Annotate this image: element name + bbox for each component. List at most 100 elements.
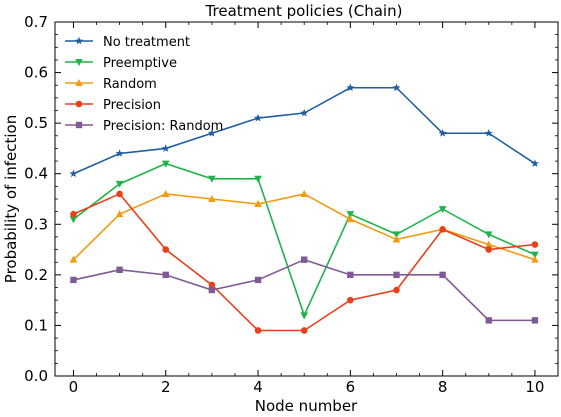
data-point-no-treatment xyxy=(300,108,309,117)
data-point-precision-random xyxy=(70,276,77,284)
y-tick-label: 0.1 xyxy=(24,316,48,334)
legend-label: No treatment xyxy=(103,35,190,50)
y-tick-label: 0.5 xyxy=(24,114,48,132)
data-point-precision-random xyxy=(254,276,262,284)
minor-ticks xyxy=(55,22,559,376)
series-no-treatment xyxy=(69,83,539,178)
major-ticks xyxy=(55,21,558,377)
data-point-preemptive xyxy=(392,231,401,239)
legend-marker xyxy=(75,121,83,129)
legend-marker xyxy=(75,79,83,86)
data-point-random xyxy=(484,240,493,248)
data-point-preemptive xyxy=(115,180,124,188)
y-axis-title: Probability of infection xyxy=(2,115,20,283)
data-point-preemptive xyxy=(484,231,493,239)
data-point-no-treatment xyxy=(530,159,539,167)
legend-item-random: Random xyxy=(65,77,157,92)
series-precision xyxy=(70,190,539,334)
data-point-precision xyxy=(162,246,170,253)
data-point-no-treatment xyxy=(392,83,401,92)
y-tick-label: 0.3 xyxy=(24,215,48,233)
data-point-preemptive xyxy=(531,251,539,259)
x-tick-label: 0 xyxy=(69,378,79,396)
x-tick-label: 2 xyxy=(161,378,171,396)
y-tick-label: 0.6 xyxy=(24,64,48,82)
data-point-precision-random xyxy=(485,317,492,324)
data-point-precision-random xyxy=(347,271,354,279)
data-point-precision xyxy=(254,327,262,334)
data-point-no-treatment xyxy=(438,129,447,137)
legend-label: Preemptive xyxy=(103,56,177,71)
data-point-no-treatment xyxy=(254,113,263,122)
x-tick-label: 8 xyxy=(438,378,448,396)
data-point-random xyxy=(531,255,539,263)
legend: No treatment Preemptive Random Precision Pre… xyxy=(65,35,223,134)
data-point-random xyxy=(115,210,124,218)
data-point-preemptive xyxy=(69,216,78,224)
data-point-precision-random xyxy=(439,271,446,279)
series-precision-random xyxy=(70,256,539,324)
legend-marker xyxy=(75,59,83,66)
data-point-precision-random xyxy=(531,317,539,324)
plot-frame xyxy=(54,21,559,377)
data-point-preemptive xyxy=(346,211,355,219)
data-point-no-treatment xyxy=(161,144,170,152)
data-point-precision xyxy=(116,190,123,198)
data-point-precision xyxy=(485,246,493,253)
data-point-precision xyxy=(393,286,400,294)
data-point-preemptive xyxy=(438,206,447,214)
data-point-no-treatment xyxy=(115,149,124,157)
data-point-preemptive xyxy=(208,175,216,183)
data-point-precision xyxy=(347,296,354,304)
y-tick-label: 0.0 xyxy=(24,367,48,385)
series-preemptive xyxy=(69,160,539,320)
data-point-precision xyxy=(70,210,77,218)
data-point-precision-random xyxy=(300,256,308,263)
data-point-no-treatment xyxy=(69,169,78,178)
data-point-preemptive xyxy=(254,175,262,183)
y-tick-label: 0.2 xyxy=(24,266,48,284)
data-point-no-treatment xyxy=(484,129,493,137)
data-point-precision-random xyxy=(393,271,400,279)
legend-item-no-treatment: No treatment xyxy=(65,35,190,50)
legend-marker xyxy=(75,36,83,45)
legend-item-preemptive: Preemptive xyxy=(65,56,177,71)
data-point-random xyxy=(300,189,308,197)
data-point-random xyxy=(208,195,216,202)
data-point-random xyxy=(346,215,355,223)
data-point-precision xyxy=(208,281,216,289)
x-tick-label: 4 xyxy=(253,378,263,396)
data-point-preemptive xyxy=(300,312,308,320)
tick-labels: 0 2 4 6 8 10 0.0 0.1 0.2 0.3 0.4 0.5 0.6 0.7 xyxy=(24,13,544,396)
data-point-random xyxy=(392,235,401,243)
y-tick-label: 0.4 xyxy=(24,165,48,183)
legend-marker xyxy=(75,100,83,108)
legend-label: Random xyxy=(103,77,157,92)
data-point-random xyxy=(254,200,262,208)
legend-item-precision: Precision xyxy=(65,98,161,113)
data-point-precision xyxy=(300,327,308,334)
chart-title: Treatment policies (Chain) xyxy=(205,2,403,20)
data-point-precision-random xyxy=(208,286,216,294)
x-tick-label: 10 xyxy=(525,378,544,396)
data-point-no-treatment xyxy=(346,83,355,92)
data-point-precision xyxy=(439,226,446,233)
data-point-random xyxy=(69,255,78,263)
data-point-no-treatment xyxy=(207,129,216,137)
legend-label: Precision xyxy=(103,98,161,113)
y-tick-label: 0.7 xyxy=(24,13,48,31)
x-axis-title: Node number xyxy=(255,397,358,415)
series-line-precision-random xyxy=(73,258,535,322)
data-point-precision xyxy=(531,241,539,248)
data-point-preemptive xyxy=(161,160,170,168)
x-tick-label: 6 xyxy=(346,378,356,396)
legend-item-precision-random: Precision: Random xyxy=(65,119,223,134)
data-point-precision-random xyxy=(162,271,169,279)
data-point-precision-random xyxy=(116,266,123,273)
series-line-random xyxy=(72,193,536,261)
legend-label: Precision: Random xyxy=(103,119,223,134)
series-random xyxy=(69,189,539,263)
data-point-random xyxy=(161,189,170,197)
series-layer xyxy=(69,83,539,334)
